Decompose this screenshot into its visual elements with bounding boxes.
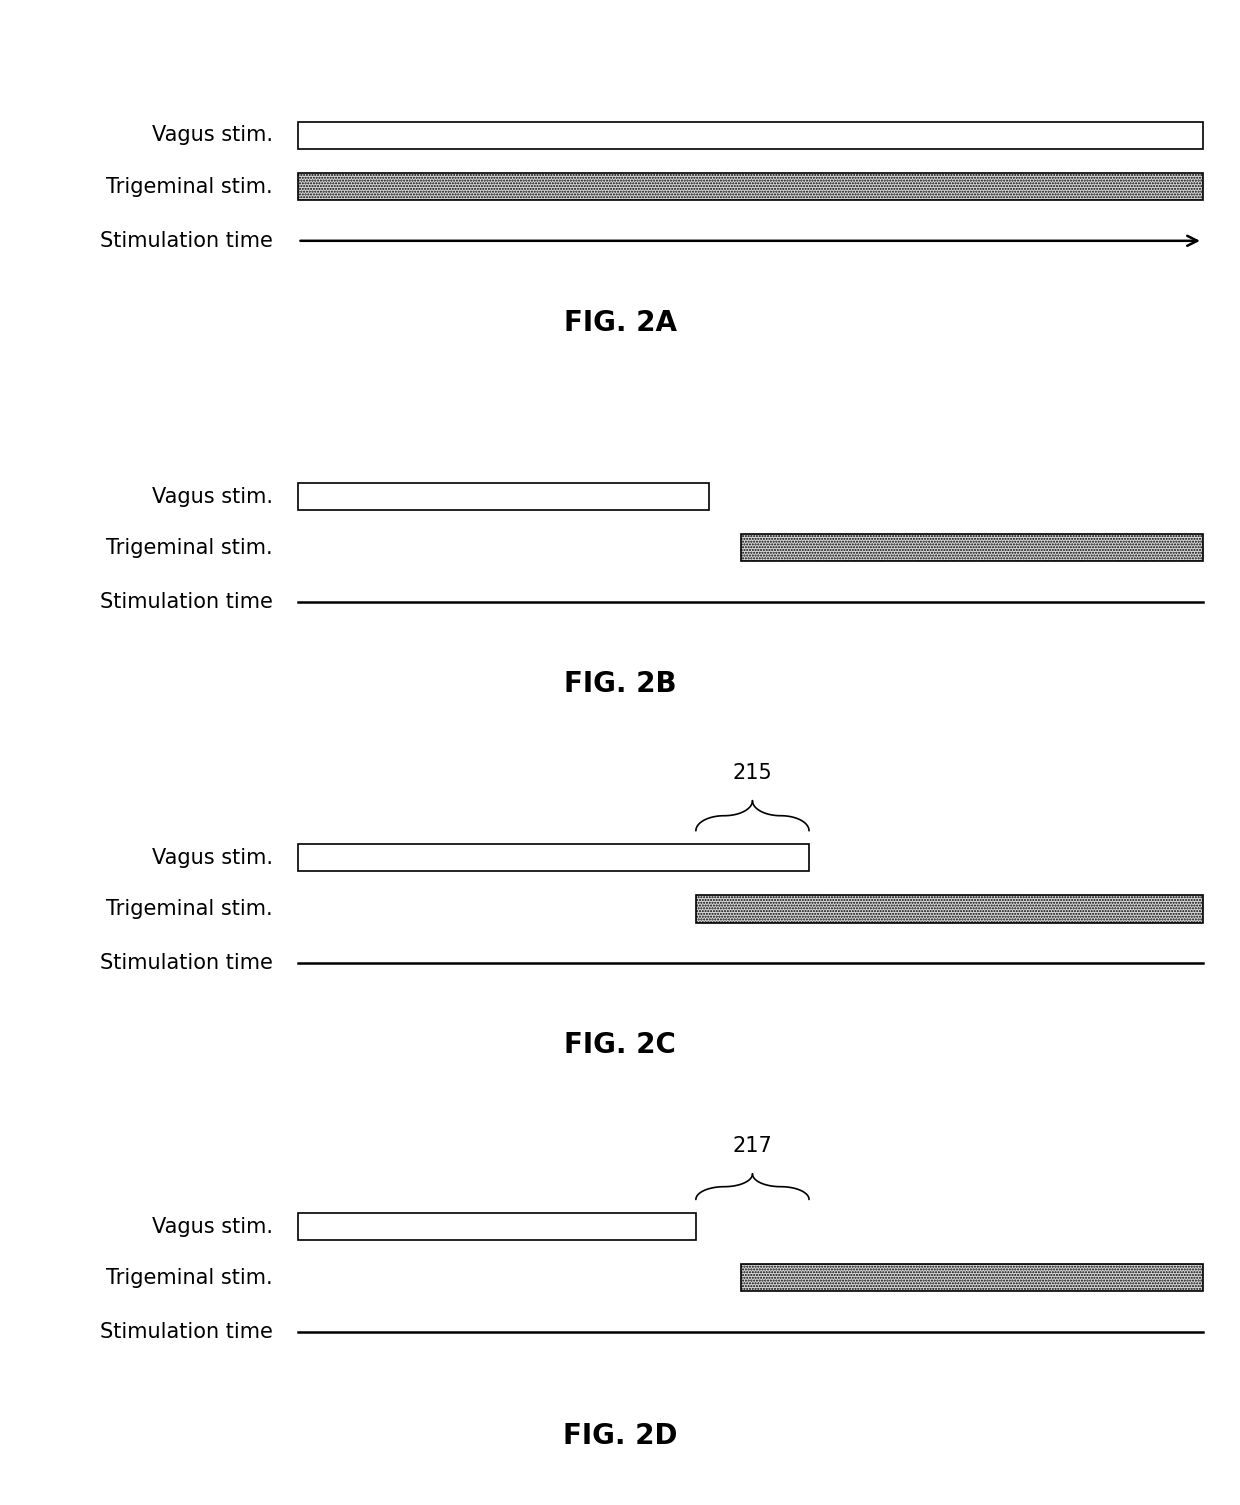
Text: Vagus stim.: Vagus stim. [151,847,273,868]
Text: Trigeminal stim.: Trigeminal stim. [107,1267,273,1288]
Text: Vagus stim.: Vagus stim. [151,1216,273,1237]
Text: Stimulation time: Stimulation time [100,1321,273,1342]
Bar [696,895,1203,923]
Bar [298,122,1203,149]
Text: Trigeminal stim.: Trigeminal stim. [107,176,273,197]
Text: Trigeminal stim.: Trigeminal stim. [107,898,273,920]
Text: FIG. 2C: FIG. 2C [564,1031,676,1060]
Bar [298,844,808,871]
Text: Trigeminal stim.: Trigeminal stim. [107,537,273,558]
Text: FIG. 2D: FIG. 2D [563,1422,677,1451]
Bar [742,534,1203,561]
Text: Stimulation time: Stimulation time [100,953,273,974]
Text: Vagus stim.: Vagus stim. [151,125,273,146]
Text: Vagus stim.: Vagus stim. [151,486,273,507]
Bar [298,483,709,510]
Bar [742,1264,1203,1291]
Bar [298,173,1203,200]
Text: 217: 217 [733,1136,773,1156]
Text: FIG. 2B: FIG. 2B [564,670,676,698]
Text: Stimulation time: Stimulation time [100,591,273,613]
Bar [298,1213,696,1240]
Text: Stimulation time: Stimulation time [100,230,273,251]
Text: FIG. 2A: FIG. 2A [563,309,677,337]
Text: 215: 215 [733,763,773,783]
